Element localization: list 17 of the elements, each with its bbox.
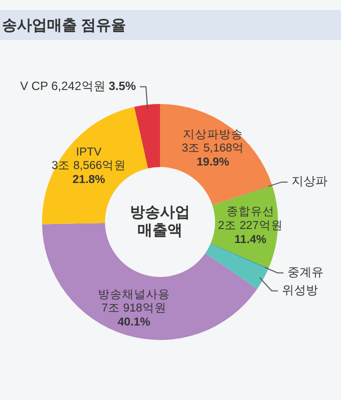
data-label: 3조 5,168억 19.9% [182, 142, 244, 168]
slice-label: 지상파 [292, 174, 328, 188]
slice-label: 지상파방송 [182, 128, 243, 141]
donut-slice [134, 104, 160, 168]
slice-label: 중계유 [287, 265, 324, 280]
donut-slice [160, 104, 272, 205]
slice-label: 위성방 [282, 283, 318, 298]
chart-title: 송사업매출 점유율 [2, 16, 126, 34]
slice-label: 방송채널사용 [98, 288, 170, 301]
data-label: 7조 918억원 40.1% [102, 302, 166, 328]
slice-label: V CP [20, 78, 48, 93]
slice-label: 종합유선 [226, 206, 274, 218]
text: 방송사업 매출액 [130, 204, 190, 239]
data-label: 6,242억원 3.5% [48, 78, 136, 93]
donut-slice [205, 244, 268, 289]
donut-slice [210, 244, 269, 270]
slice-label: IPTV [76, 146, 102, 158]
